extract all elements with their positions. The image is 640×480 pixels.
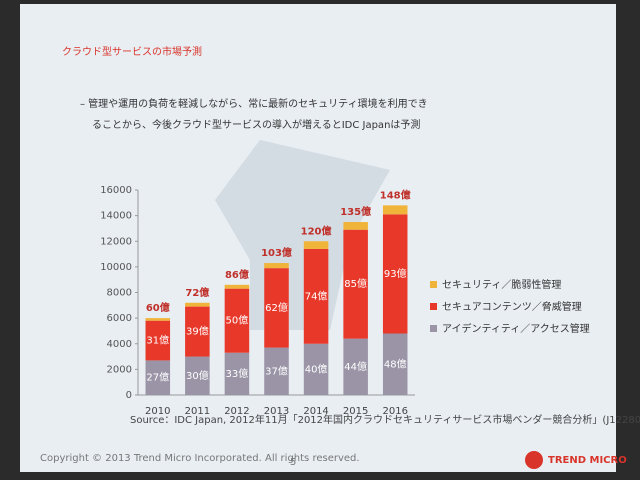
bar-segment <box>343 222 368 230</box>
bar-segment <box>382 214 408 334</box>
bar-segment <box>224 284 250 289</box>
x-tick-label: 2010 <box>145 406 170 417</box>
value-label: 30億 <box>186 369 209 382</box>
bar-segment <box>303 241 329 249</box>
logo: TREND MICRO <box>548 455 627 466</box>
x-tick-label: 2016 <box>382 406 407 417</box>
total-label: 103億 <box>261 246 292 259</box>
total-label: 72億 <box>185 286 209 299</box>
value-label: 85億 <box>344 277 367 290</box>
legend-swatch <box>430 325 437 332</box>
legend-swatch <box>430 303 437 310</box>
bar-segment <box>224 288 250 353</box>
value-label: 62億 <box>265 301 288 314</box>
y-tick-label: 10000 <box>100 262 132 273</box>
chart-title: クラウド型サービスの市場予測 <box>62 45 202 58</box>
bar-segment <box>145 318 171 321</box>
bar-segment <box>185 356 210 395</box>
total-label: 60億 <box>146 301 170 314</box>
value-label: 44億 <box>344 360 367 373</box>
bar-segment <box>145 320 171 361</box>
y-tick-label: 6000 <box>107 313 132 324</box>
x-tick-label: 2014 <box>303 406 328 417</box>
x-tick-label: 2015 <box>343 406 368 417</box>
bar-segment <box>343 338 368 395</box>
bar-segment <box>343 229 368 339</box>
legend-label: セキュリティ／脆弱性管理 <box>442 278 561 291</box>
value-label: 27億 <box>146 371 169 384</box>
value-label: 74億 <box>305 289 328 302</box>
bar-segment <box>382 333 408 395</box>
bar-segment <box>264 268 289 348</box>
bar-segment <box>185 306 210 357</box>
x-tick-label: 2012 <box>224 406 249 417</box>
bar-segment <box>185 302 210 307</box>
total-label: 86億 <box>225 268 249 281</box>
total-label: 148億 <box>380 188 411 201</box>
y-tick-label: 16000 <box>100 185 132 196</box>
y-tick-label: 8000 <box>107 288 132 299</box>
value-label: 50億 <box>226 314 249 327</box>
y-tick-label: 2000 <box>107 364 132 375</box>
y-tick-label: 12000 <box>100 236 132 247</box>
subtitle: ることから、今後クラウド型サービスの導入が増えるとIDC Japanは予測 <box>92 118 420 131</box>
legend-swatch <box>430 281 437 288</box>
arrow-decoration <box>215 140 390 330</box>
bar-segment <box>264 347 289 395</box>
value-label: 39億 <box>186 325 209 338</box>
bar-segment <box>145 360 171 395</box>
x-tick-label: 2013 <box>264 406 289 417</box>
value-label: 40億 <box>305 362 328 375</box>
value-label: 93億 <box>384 267 407 280</box>
legend-label: アイデンティティ／アクセス管理 <box>442 322 590 335</box>
source: Source：IDC Japan, 2012年11月「2012年国内クラウドセキ… <box>130 413 640 426</box>
page-number: 5 <box>290 457 296 468</box>
y-tick-label: 0 <box>126 390 132 401</box>
total-label: 120億 <box>301 224 332 237</box>
legend-label: セキュアコンテンツ／脅威管理 <box>442 300 582 313</box>
bar-segment <box>303 248 329 344</box>
y-tick-label: 4000 <box>107 339 132 350</box>
bar-segment <box>224 352 250 395</box>
value-label: 33億 <box>226 367 249 380</box>
footer: Copyright © 2013 Trend Micro Incorporate… <box>40 453 360 464</box>
subtitle: – 管理や運用の負荷を軽減しながら、常に最新のセキュリティ環境を利用でき <box>80 97 428 110</box>
value-label: 31億 <box>146 334 169 347</box>
logo-icon <box>525 451 543 469</box>
bar-segment <box>382 205 408 215</box>
total-label: 135億 <box>340 205 371 218</box>
x-tick-label: 2011 <box>185 406 210 417</box>
bar-segment <box>264 263 289 269</box>
y-tick-label: 14000 <box>100 211 132 222</box>
value-label: 37億 <box>265 364 288 377</box>
value-label: 48億 <box>384 357 407 370</box>
bar-segment <box>303 343 329 395</box>
